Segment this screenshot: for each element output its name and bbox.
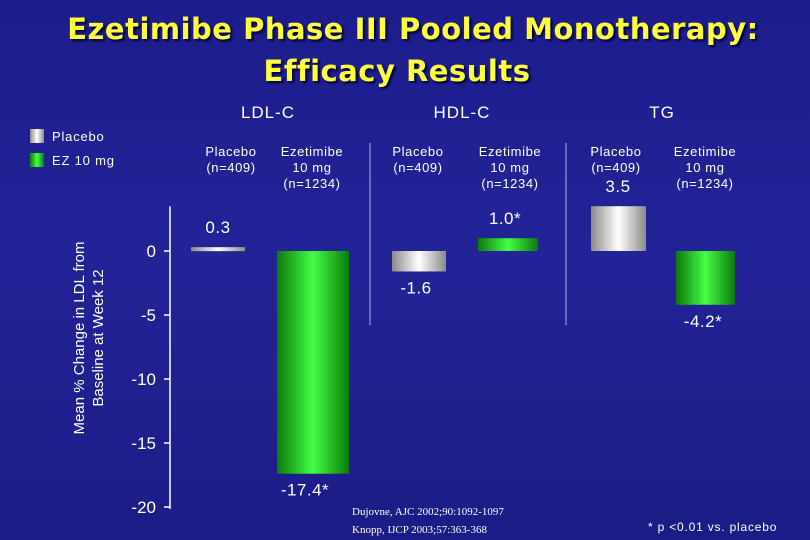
bar-placebo-ldlc [191,247,245,252]
group-header-hdl: HDL-C [434,103,491,122]
y-axis-label-line2: Baseline at Week 12 [90,269,107,406]
chart-title-line1: Ezetimibe Phase III Pooled Monotherapy: [67,12,759,46]
chart-title-line2: Efficacy Results [263,54,531,88]
column-label: 10 mg [490,160,529,175]
bar-ez-ldlc [277,251,349,474]
column-label: (n=1234) [676,176,733,191]
column-label: (n=409) [591,160,640,175]
y-tick-label: 0 [147,242,156,261]
column-label: 10 mg [685,160,724,175]
data-label: -17.4* [281,481,329,500]
data-label: -4.2* [684,312,722,331]
column-label: (n=409) [206,160,255,175]
column-label: Placebo [590,144,641,159]
bar-ez-tg [676,251,735,305]
data-label: 3.5 [605,177,630,196]
legend-label-placebo: Placebo [52,129,105,144]
y-axis-label-line1: Mean % Change in LDL from [71,242,88,435]
y-tick-label: -5 [141,306,156,325]
y-tick-label: -20 [131,498,156,517]
column-label: (n=1234) [283,176,340,191]
legend-swatch-placebo [30,129,44,143]
legend-label-ez: EZ 10 mg [52,153,115,168]
column-label: Placebo [205,144,256,159]
footnote: * p <0.01 vs. placebo [648,520,778,534]
bar-placebo-hdlc [392,251,446,272]
group-header-tg: TG [649,103,675,122]
bar-ez-hdlc [478,238,538,251]
column-label: 10 mg [292,160,331,175]
column-label: Placebo [392,144,443,159]
reference-2: Knopp, IJCP 2003;57:363-368 [352,524,487,536]
group-header-ldl: LDL-C [241,103,295,122]
column-label: Ezetimibe [674,144,736,159]
bar-placebo-tg [591,206,646,251]
column-label: Ezetimibe [479,144,541,159]
data-label: 0.3 [205,218,230,237]
column-label: (n=1234) [481,176,538,191]
y-tick-label: -10 [131,370,156,389]
column-label: Ezetimibe [281,144,343,159]
y-tick-label: -15 [131,434,156,453]
reference-1: Dujovne, AJC 2002;90:1092-1097 [352,506,504,518]
data-label: -1.6 [400,278,431,297]
column-label: (n=409) [393,160,442,175]
data-label: 1.0* [489,209,521,228]
legend-swatch-ez [30,153,44,167]
